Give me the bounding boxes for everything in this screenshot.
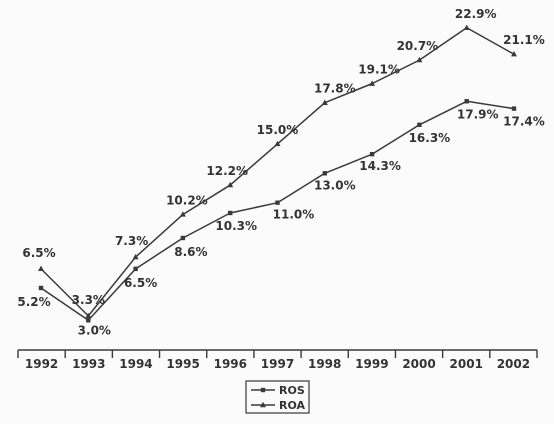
x-tick-label: 2000 <box>402 357 435 371</box>
data-point-roa <box>416 56 423 63</box>
data-label-roa: 17.8% <box>314 82 356 96</box>
data-label-roa: 22.9% <box>455 7 497 21</box>
x-tick-label: 1998 <box>308 357 341 371</box>
series-line-roa <box>40 27 515 317</box>
data-label-ros: 13.0% <box>314 178 356 192</box>
data-label-roa: 3.3% <box>72 293 105 307</box>
data-label-ros: 11.0% <box>273 208 315 222</box>
data-point-roa <box>369 80 376 86</box>
data-label-ros: 5.2% <box>17 295 50 309</box>
legend-label-ros: ROS <box>279 384 305 397</box>
x-tick-label: 1994 <box>119 357 152 371</box>
data-point-ros <box>464 99 469 104</box>
data-labels: 5.2% 3.0% 6.5% 8.6% 10.3% 11.0% 13.0%14.3% 16.3… <box>17 7 544 338</box>
data-point-roa <box>179 211 186 217</box>
data-point-ros <box>511 106 517 111</box>
legend-box <box>245 380 310 414</box>
data-point-ros <box>86 318 91 323</box>
data-label-ros: 17.9% <box>457 107 499 121</box>
data-label-roa: 6.5% <box>22 246 55 260</box>
x-tick-label: 1995 <box>166 357 199 371</box>
x-tick-label: 1992 <box>25 357 58 371</box>
legend-label-roa: ROA <box>279 399 306 412</box>
data-label-ros: 14.3% <box>359 159 401 173</box>
legend: ROS ROA <box>245 380 310 414</box>
data-point-ros <box>180 235 186 241</box>
x-tick-label: 1997 <box>261 357 294 371</box>
data-label-roa: 12.2% <box>206 164 248 178</box>
x-tick-label: 1993 <box>72 357 105 371</box>
data-label-ros: 3.0% <box>78 323 111 337</box>
legend-marker-roa <box>260 401 266 408</box>
data-point-roa <box>85 312 92 319</box>
x-axis: 1992 1993 1994 1995 1996 1997 1998 1999 2000 2001… <box>17 349 538 371</box>
data-point-roa <box>38 265 44 272</box>
data-point-ros <box>133 266 138 272</box>
data-point-ros <box>275 200 280 205</box>
x-tick-label: 1999 <box>355 357 388 371</box>
x-tick-label: 2001 <box>450 357 483 371</box>
data-label-ros: 8.6% <box>174 245 207 259</box>
data-label-roa: 7.3% <box>115 234 148 248</box>
data-point-roa <box>274 140 281 147</box>
data-point-roa <box>463 24 470 30</box>
x-tick-label: 1996 <box>214 357 247 371</box>
data-point-ros <box>369 151 375 157</box>
legend-marker-ros <box>260 387 266 393</box>
series-lines <box>38 24 517 323</box>
data-point-roa <box>321 99 328 105</box>
data-point-roa <box>227 181 234 188</box>
data-label-ros: 6.5% <box>124 276 157 290</box>
data-label-ros: 10.3% <box>215 219 257 233</box>
data-label-roa: 10.2% <box>166 193 208 207</box>
data-point-ros <box>38 285 44 291</box>
x-tick-label: 2002 <box>497 357 530 371</box>
data-label-ros: 16.3% <box>409 131 451 145</box>
data-label-roa: 21.1% <box>503 33 545 47</box>
data-label-roa: 20.7% <box>397 39 439 53</box>
data-point-ros <box>228 210 233 216</box>
data-point-roa <box>132 253 139 260</box>
data-label-roa: 15.0% <box>257 123 299 137</box>
data-point-roa <box>511 51 517 57</box>
data-label-roa: 19.1% <box>358 63 400 77</box>
data-point-ros <box>417 122 422 127</box>
data-label-ros: 17.4% <box>503 115 545 129</box>
data-point-ros <box>322 171 327 176</box>
